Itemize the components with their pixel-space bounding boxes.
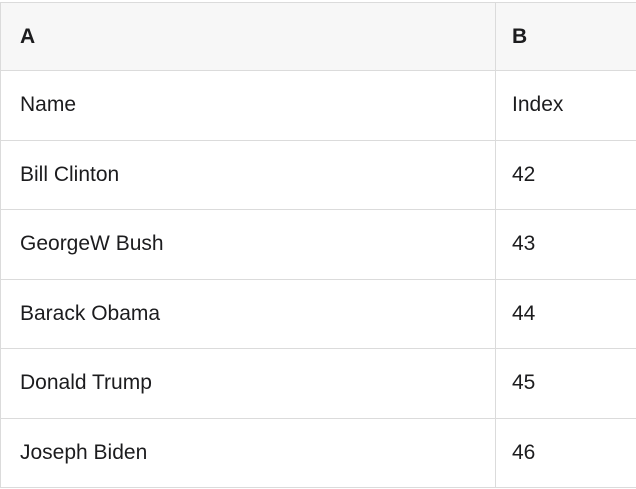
column-header-b[interactable]: B — [512, 24, 528, 48]
cell-a6[interactable]: Joseph Biden — [1, 418, 496, 487]
cell-a2[interactable]: Bill Clinton — [1, 140, 496, 209]
cell-b1[interactable]: Index — [512, 93, 564, 117]
spreadsheet-row-6: Joseph Biden 46 — [1, 417, 636, 487]
cell-b4[interactable]: 44 — [512, 301, 536, 325]
cell-a5[interactable]: Donald Trump — [1, 349, 496, 418]
spreadsheet-row-4: Barack Obama 44 — [1, 278, 636, 348]
cell-b3[interactable]: 43 — [512, 232, 536, 256]
spreadsheet-row-3: GeorgeW Bush 43 — [1, 209, 636, 279]
column-header-a[interactable]: A — [1, 3, 496, 70]
spreadsheet-row-1: Name Index — [1, 70, 636, 140]
cell-a1[interactable]: Name — [1, 71, 496, 140]
column-header-row: A B — [1, 3, 636, 70]
cell-a4[interactable]: Barack Obama — [1, 279, 496, 348]
cell-b6[interactable]: 46 — [512, 440, 536, 464]
spreadsheet-row-5: Donald Trump 45 — [1, 348, 636, 418]
cell-b2[interactable]: 42 — [512, 162, 536, 186]
cell-b5[interactable]: 45 — [512, 371, 536, 395]
cell-a3[interactable]: GeorgeW Bush — [1, 210, 496, 279]
spreadsheet-row-2: Bill Clinton 42 — [1, 139, 636, 209]
